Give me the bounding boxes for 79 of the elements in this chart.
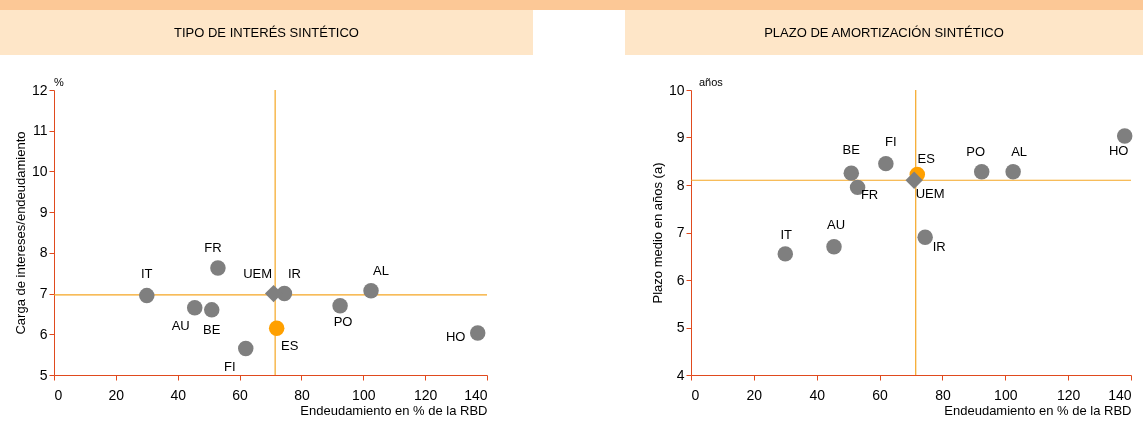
x-tick-label: 80 [294,386,310,403]
series-label: IT [780,226,793,242]
x-axis-title: Endeudamiento en % de la RBD [300,402,488,418]
x-tick-label: 140 [464,386,488,403]
point [843,165,860,181]
x-tick-label: 140 [1108,386,1132,403]
y-tick-label: 7 [39,285,48,302]
series-label: UEM [243,265,273,281]
y-tick-label: 12 [31,81,48,98]
y-axis-title: Carga de intereses/endeudamiento [12,131,28,335]
y-tick-label: 4 [676,366,685,383]
x-tick-label: 100 [994,386,1018,403]
x-tick-label: 0 [691,386,700,403]
series-label: PO [966,143,986,159]
x-tick-label: 60 [232,386,249,403]
y-tick-label: 11 [32,122,48,139]
series-label: AL [373,262,389,278]
point [1005,163,1021,180]
x-axis-title: Endeudamiento en % de la RBD [944,402,1132,418]
x-tick-label: 120 [413,386,438,403]
x-tick-label: 40 [170,386,187,403]
point [1116,128,1133,144]
point [363,282,379,299]
point [826,239,842,255]
y-axis-title: Plazo medio en años (a) [649,162,665,304]
series-label: FR [204,239,222,255]
point [905,171,923,189]
y-tick-label: 7 [676,224,685,240]
x-tick-label: 20 [746,386,763,403]
point [268,320,285,336]
series-label: BE [842,142,861,158]
series-label: FR [860,187,879,203]
series-label: ES [917,150,936,166]
point [469,325,486,341]
series-label: BE [203,321,221,337]
text: % [54,76,64,88]
series-label: ES [281,338,299,354]
series-label: HO [1108,143,1129,159]
y-tick-label: 9 [676,129,685,145]
y-tick-label: 5 [676,319,685,335]
series-label: IT [141,265,153,281]
series-label: IR [287,265,301,281]
point [332,298,348,314]
y-tick-label: 10 [31,162,48,179]
series-label: UEM [915,186,945,202]
x-tick-label: 120 [1056,386,1081,403]
series-label: HO [445,329,466,345]
y-tick-label: 8 [676,176,685,193]
y-tick-label: 9 [39,203,48,220]
series-label: AU [171,317,190,333]
chart-title: PLAZO DE AMORTIZACIÓN SINTÉTICO [625,10,1143,55]
x-tick-label: 20 [108,386,125,403]
point [917,229,933,245]
point [238,340,254,357]
y-tick-label: 6 [676,271,685,288]
y-tick-label: 10 [668,81,685,98]
x-tick-label: 80 [935,386,951,403]
point [878,155,894,172]
y-tick-label: 8 [39,244,48,261]
point [210,260,226,276]
point [139,287,155,304]
chart-title: TIPO DE INTERÉS SINTÉTICO [0,10,533,55]
y-tick-label: 6 [39,325,48,342]
point [203,302,220,318]
series-label: AU [826,216,846,232]
series-label: PO [333,313,353,329]
point [973,163,990,180]
series-label: FI [223,358,236,374]
text: años [699,76,724,88]
series-label: IR [932,239,946,255]
x-tick-label: 100 [352,386,376,403]
y-tick-label: 5 [39,366,48,383]
series-label: FI [885,133,897,149]
series-label: AL [1011,143,1028,159]
x-tick-label: 60 [872,386,889,403]
point [777,246,794,262]
point [186,300,203,316]
x-tick-label: 0 [54,386,63,403]
x-tick-label: 40 [809,386,826,403]
